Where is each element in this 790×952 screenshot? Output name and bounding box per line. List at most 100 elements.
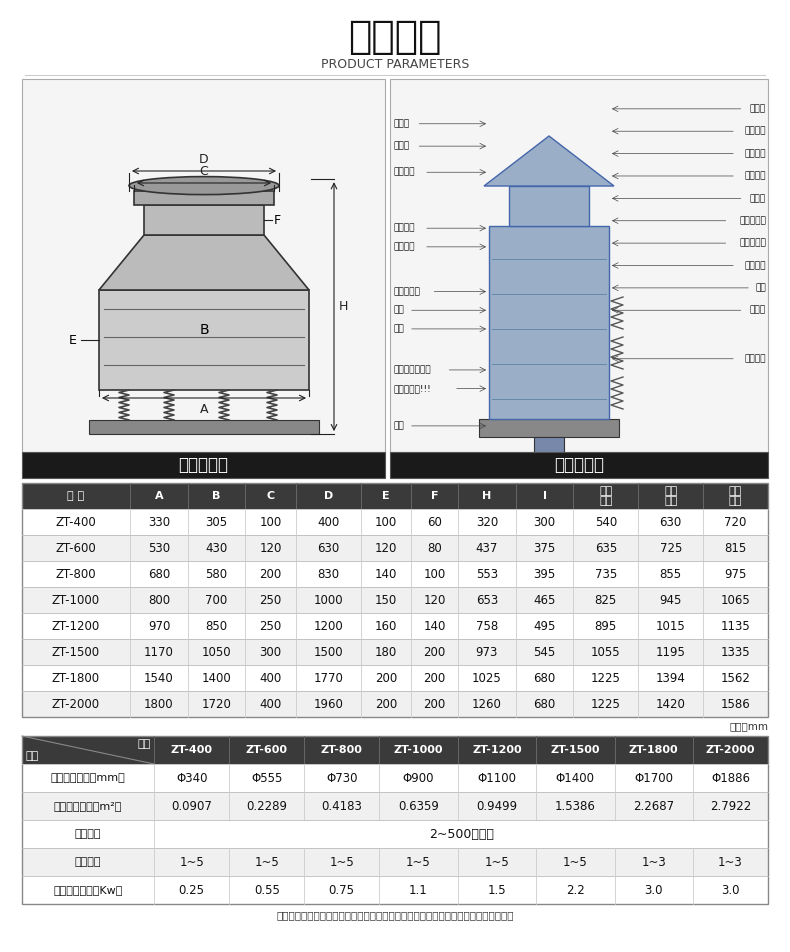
Text: 0.55: 0.55	[254, 883, 280, 897]
Text: ZT-1800: ZT-1800	[52, 671, 100, 684]
Text: 200: 200	[423, 671, 446, 684]
Text: 1015: 1015	[656, 620, 686, 632]
Text: 1420: 1420	[656, 698, 686, 710]
Text: 400: 400	[260, 698, 282, 710]
Text: Φ730: Φ730	[326, 771, 357, 784]
Text: 1400: 1400	[201, 671, 231, 684]
Bar	[22, 79, 385, 452]
Text: 1225: 1225	[591, 698, 621, 710]
Text: 1~5: 1~5	[179, 856, 204, 868]
Text: 1~5: 1~5	[254, 856, 279, 868]
Text: 筛网规格: 筛网规格	[75, 829, 101, 839]
Text: 2.2687: 2.2687	[634, 800, 675, 812]
Text: 小尺寸排料: 小尺寸排料	[394, 288, 421, 296]
Text: ZT-600: ZT-600	[246, 745, 288, 755]
Text: 400: 400	[260, 671, 282, 684]
Text: 735: 735	[595, 567, 617, 581]
Bar	[390, 452, 768, 478]
Text: 3.0: 3.0	[645, 883, 663, 897]
Text: 1~3: 1~3	[641, 856, 666, 868]
Text: 465: 465	[533, 593, 555, 606]
Text: 1~5: 1~5	[484, 856, 510, 868]
Text: ZT-400: ZT-400	[171, 745, 213, 755]
Text: 额外重锤板: 额外重锤板	[739, 239, 766, 248]
Text: 1.5: 1.5	[487, 883, 506, 897]
Text: 辅助筛网: 辅助筛网	[744, 149, 766, 158]
Ellipse shape	[129, 177, 279, 194]
Text: 495: 495	[533, 620, 555, 632]
Text: 680: 680	[533, 698, 555, 710]
Text: Φ1886: Φ1886	[711, 771, 750, 784]
Text: 0.0907: 0.0907	[171, 800, 212, 812]
Text: Φ1400: Φ1400	[556, 771, 595, 784]
Text: 975: 975	[724, 567, 747, 581]
Text: 200: 200	[375, 671, 397, 684]
Text: 530: 530	[148, 542, 170, 554]
Text: 球形清洗板: 球形清洗板	[739, 216, 766, 226]
Text: 弹簧: 弹簧	[394, 325, 404, 333]
Text: 1260: 1260	[472, 698, 502, 710]
Bar	[22, 483, 768, 509]
Text: 635: 635	[595, 542, 617, 554]
Text: E: E	[70, 333, 77, 347]
Text: 压紧环: 压紧环	[394, 142, 410, 150]
Text: 0.6359: 0.6359	[398, 800, 439, 812]
Text: 400: 400	[318, 515, 340, 528]
Text: 120: 120	[259, 542, 282, 554]
Text: 2~500目／吋: 2~500目／吋	[429, 827, 494, 841]
Bar	[22, 736, 768, 764]
Text: 三层
高度: 三层 高度	[729, 486, 742, 506]
Text: 1500: 1500	[314, 645, 343, 659]
Text: 545: 545	[533, 645, 555, 659]
Text: 300: 300	[260, 645, 282, 659]
Text: 540: 540	[595, 515, 617, 528]
Text: 855: 855	[660, 567, 682, 581]
Text: 680: 680	[148, 567, 170, 581]
Text: B: B	[199, 323, 209, 337]
Text: 振体: 振体	[755, 284, 766, 292]
Text: 200: 200	[423, 645, 446, 659]
Text: 试机时去掉!!!: 试机时去掉!!!	[394, 384, 432, 393]
Text: 筛网法兰: 筛网法兰	[744, 171, 766, 181]
Text: 上部重锤: 上部重锤	[744, 261, 766, 270]
Text: D: D	[199, 153, 209, 166]
Bar	[22, 820, 768, 848]
Bar	[22, 535, 768, 561]
Bar	[22, 876, 768, 904]
Text: 运输用固定螺栓: 运输用固定螺栓	[394, 366, 431, 374]
Text: 1195: 1195	[656, 645, 686, 659]
Text: 底座: 底座	[394, 422, 404, 430]
Text: 395: 395	[533, 567, 555, 581]
Text: 0.25: 0.25	[179, 883, 205, 897]
Bar	[489, 226, 609, 419]
Text: D: D	[324, 491, 333, 501]
Text: ZT-800: ZT-800	[321, 745, 363, 755]
Text: Φ340: Φ340	[176, 771, 208, 784]
Text: 180: 180	[375, 645, 397, 659]
Bar	[22, 848, 768, 876]
Bar	[22, 613, 768, 639]
Text: 1.5386: 1.5386	[555, 800, 596, 812]
Bar	[22, 792, 768, 820]
Bar	[534, 437, 564, 462]
Text: 160: 160	[374, 620, 397, 632]
Text: 430: 430	[205, 542, 228, 554]
Bar	[22, 483, 768, 717]
Text: 一层
高度: 一层 高度	[599, 486, 612, 506]
Text: 橡胶球: 橡胶球	[750, 194, 766, 203]
Text: 振动电机功率（Kw）: 振动电机功率（Kw）	[54, 885, 122, 895]
Text: 895: 895	[595, 620, 617, 632]
Text: 580: 580	[205, 567, 228, 581]
Bar	[390, 79, 768, 452]
Text: 200: 200	[423, 698, 446, 710]
Text: ZT-400: ZT-400	[55, 515, 96, 528]
Text: 100: 100	[260, 515, 282, 528]
Text: ZT-1200: ZT-1200	[52, 620, 100, 632]
Text: 815: 815	[724, 542, 747, 554]
Text: 0.75: 0.75	[329, 883, 355, 897]
Text: 1025: 1025	[472, 671, 502, 684]
Text: ZT-1500: ZT-1500	[551, 745, 600, 755]
Text: 720: 720	[724, 515, 747, 528]
Text: 项目: 项目	[25, 751, 38, 761]
Text: 2.7922: 2.7922	[710, 800, 751, 812]
